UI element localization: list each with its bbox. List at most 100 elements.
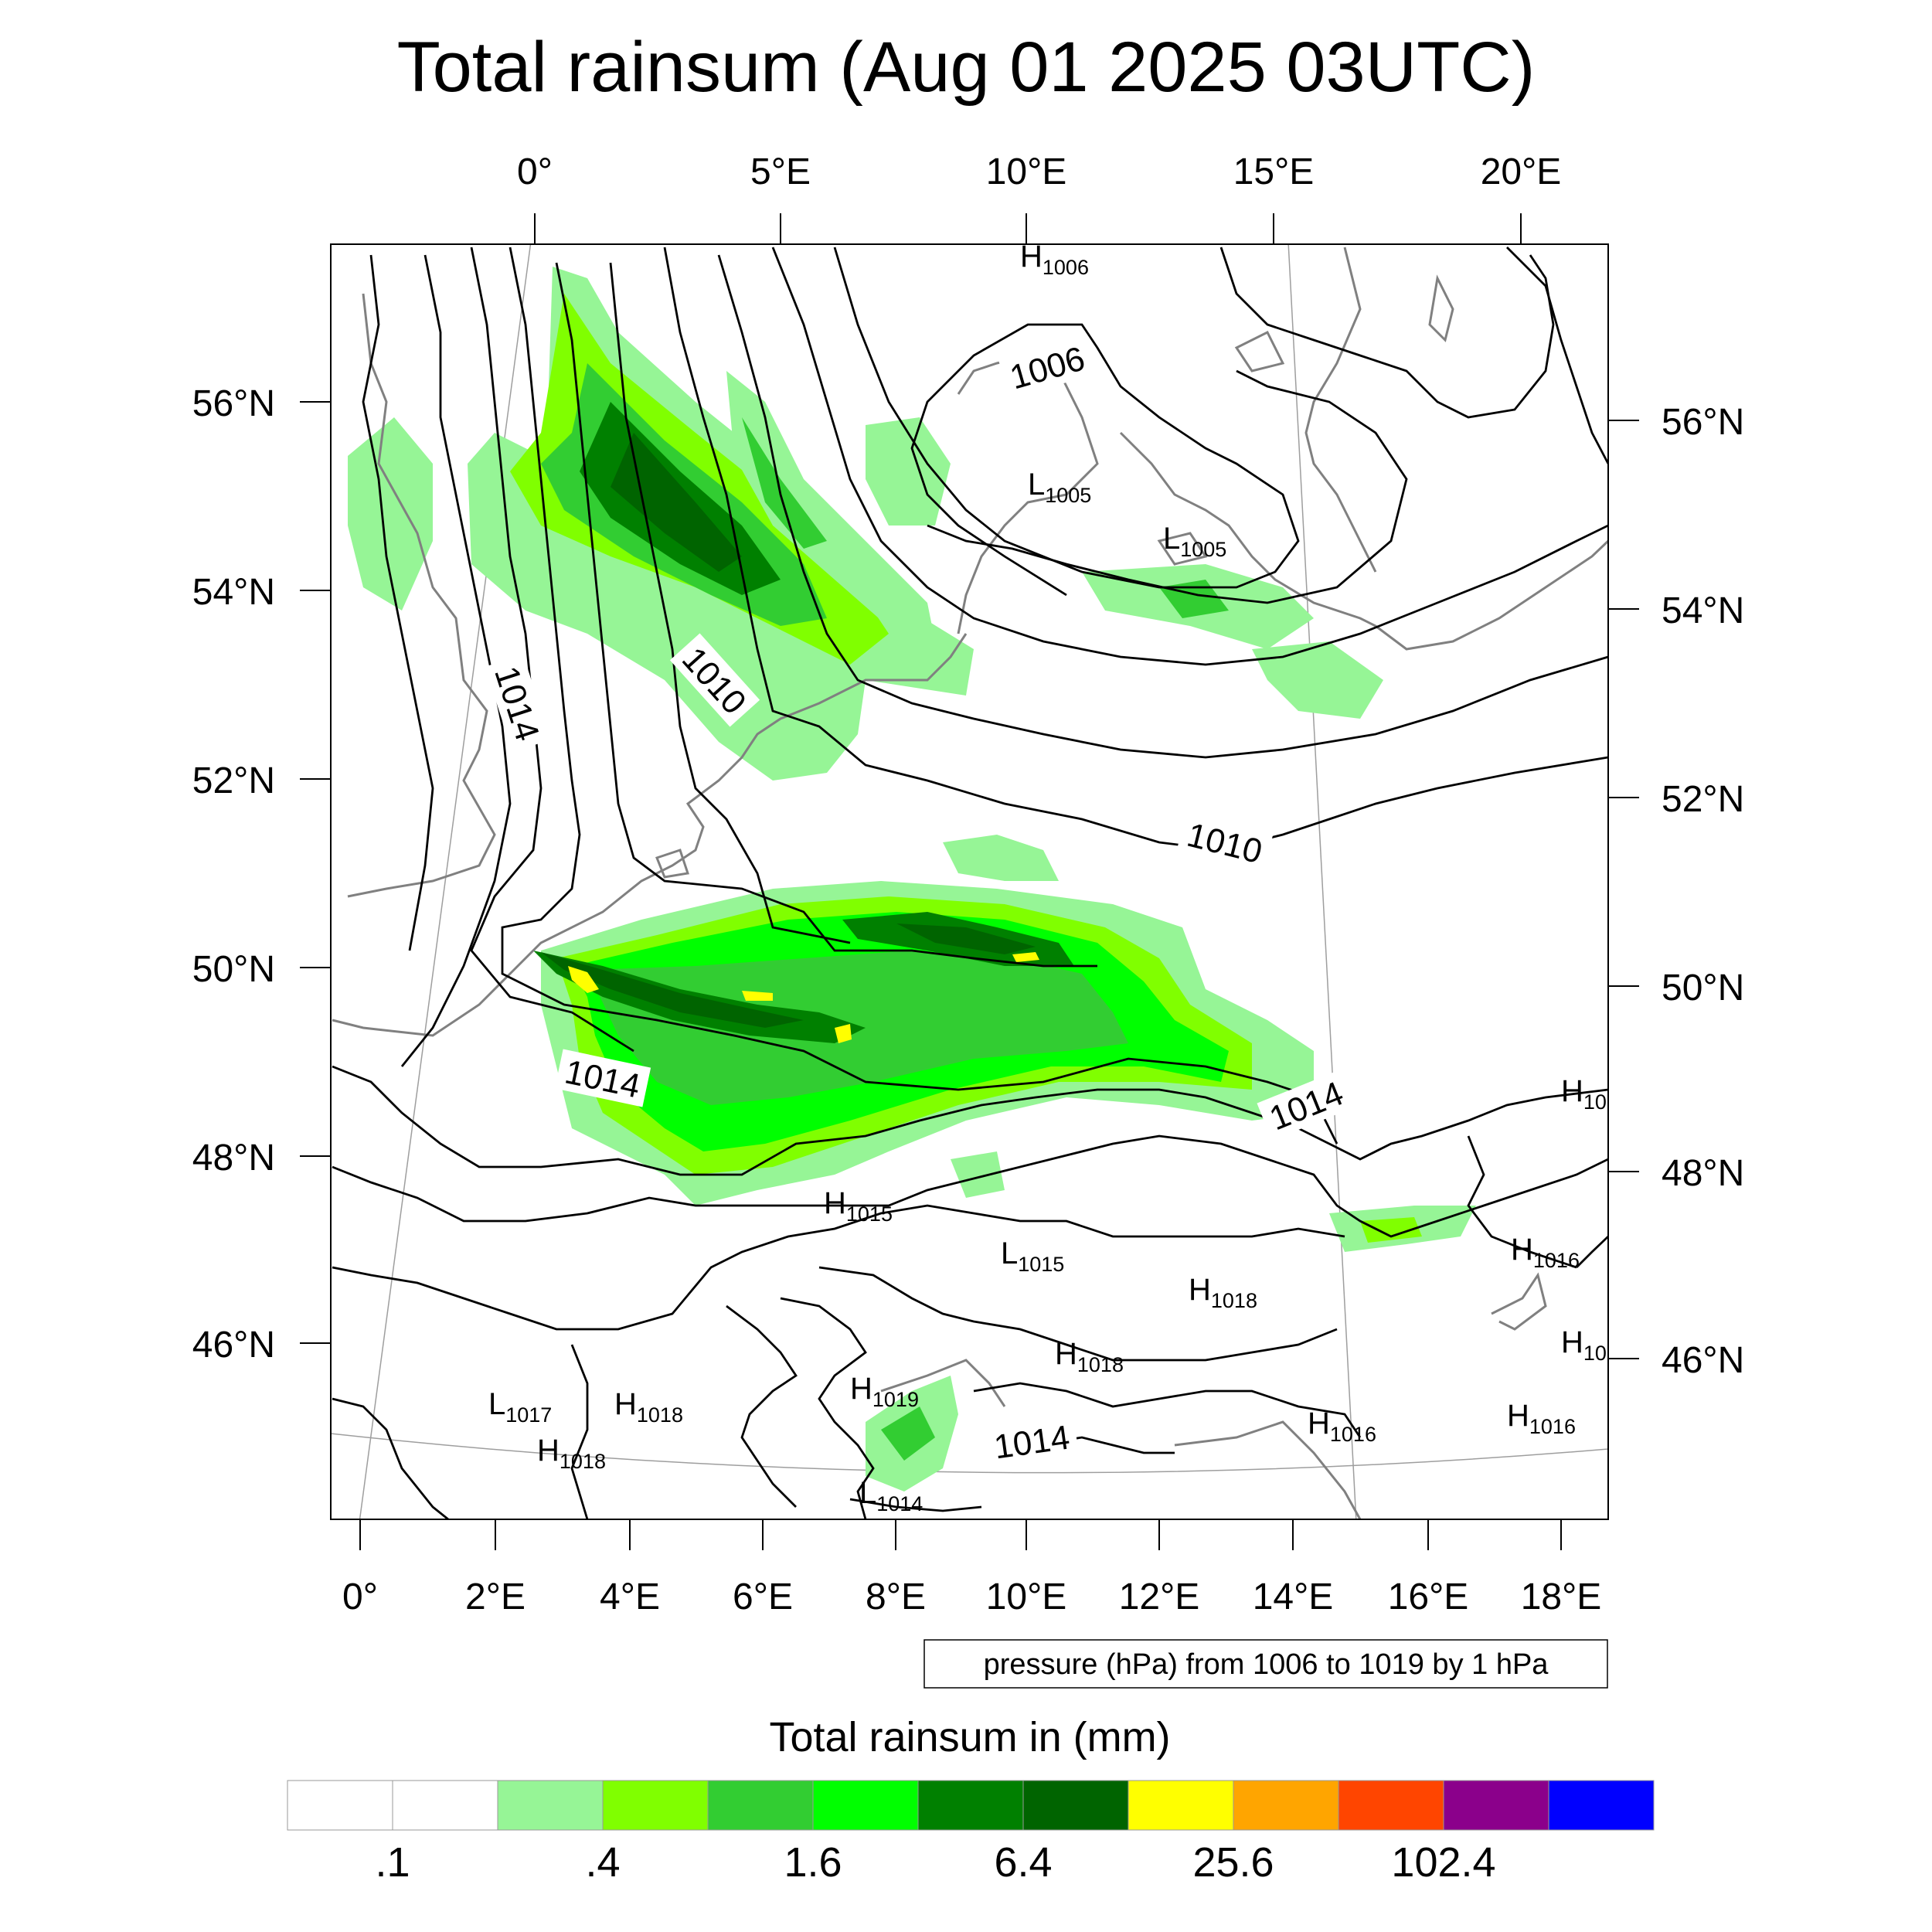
top-axis-labels: 0° 5°E 10°E 15°E 20°E (517, 151, 1561, 192)
rain-area (742, 991, 773, 1001)
top-lon-label: 15°E (1233, 151, 1315, 192)
pressure-center: H1018 (1055, 1337, 1124, 1376)
bottom-lon-label: 18°E (1521, 1577, 1602, 1617)
pressure-center: H1016 (1507, 1399, 1576, 1438)
top-lon-label: 0° (517, 151, 553, 192)
bottom-lon-label: 2°E (465, 1577, 526, 1617)
pressure-center: H1019 (850, 1372, 919, 1411)
pressure-center: H1015 (824, 1186, 893, 1226)
top-axis (534, 213, 1522, 244)
isobars (332, 247, 1608, 1519)
right-lat-label: 50°N (1662, 968, 1744, 1009)
rain-area (1012, 952, 1039, 962)
colorbar-label: .4 (585, 1839, 620, 1886)
rain-area (866, 417, 951, 526)
colorbar-label: .1 (375, 1839, 410, 1886)
right-lat-label: 52°N (1662, 779, 1744, 820)
rain-area (943, 835, 1059, 881)
right-axis (1608, 420, 1639, 1359)
colorbar-label: 25.6 (1192, 1839, 1274, 1886)
right-lat-label: 56°N (1662, 402, 1744, 443)
map-area: 1006 1010 1014 1010 1014 1014 (331, 240, 1618, 1519)
bottom-lon-label: 6°E (733, 1577, 793, 1617)
pressure-center: H1018 (537, 1434, 606, 1473)
contour-label: 1006 (1006, 339, 1090, 396)
pressure-center: L1005 (1028, 468, 1091, 507)
colorbar-title: Total rainsum in (mm) (769, 1714, 1170, 1760)
rain-area (896, 923, 1036, 954)
top-lon-label: 10°E (986, 151, 1067, 192)
bottom-lon-label: 16°E (1388, 1577, 1469, 1617)
colorbar-swatch (1233, 1780, 1339, 1831)
left-lat-label: 56°N (192, 383, 275, 424)
rain-area (835, 1024, 852, 1043)
right-lat-label: 54°N (1662, 590, 1744, 631)
rain-area (951, 1151, 1005, 1198)
right-lat-label: 46°N (1662, 1340, 1744, 1381)
rain-area (541, 952, 804, 1028)
map-frame (330, 243, 1609, 1520)
pressure-center: H1018 (614, 1387, 683, 1427)
colorbar (287, 1780, 1655, 1831)
bottom-lon-label: 14°E (1253, 1577, 1334, 1617)
colorbar-swatch (1128, 1780, 1234, 1831)
pressure-center: H1016 (1308, 1406, 1376, 1446)
bottom-lon-label: 8°E (866, 1577, 926, 1617)
pressure-center: H1018 (1189, 1273, 1257, 1312)
pressure-centers: H1006 L1005 L1005 H10 H1015 L1015 H1018 … (488, 240, 1618, 1515)
right-lat-label: 48°N (1662, 1153, 1744, 1194)
colorbar-swatch (497, 1780, 604, 1831)
pressure-center: H10 (1561, 1074, 1607, 1114)
colorbar-swatch (812, 1780, 919, 1831)
bottom-axis (359, 1519, 1562, 1550)
colorbar-swatch (1548, 1780, 1655, 1831)
graticule (331, 244, 1608, 1519)
left-axis-labels: 56°N 54°N 52°N 50°N 48°N 46°N (192, 383, 275, 1366)
rain-area (1360, 1217, 1422, 1243)
rain-area (348, 417, 433, 611)
left-axis (300, 401, 331, 1344)
colorbar-swatch (917, 1780, 1024, 1831)
left-lat-label: 50°N (192, 949, 275, 990)
rain-area (726, 371, 935, 641)
colorbar-label: 6.4 (994, 1839, 1052, 1886)
colorbar-label: 102.4 (1391, 1839, 1495, 1886)
bottom-lon-label: 10°E (986, 1577, 1067, 1617)
right-axis-labels: 56°N 54°N 52°N 50°N 48°N 46°N (1662, 402, 1744, 1381)
pressure-center: H101 (1561, 1325, 1618, 1365)
rain-area (611, 433, 742, 572)
colorbar-swatch (707, 1780, 814, 1831)
contour-info-text: pressure (hPa) from 1006 to 1019 by 1 hP… (984, 1648, 1549, 1681)
rain-area (742, 417, 827, 549)
pressure-center: L1015 (1001, 1236, 1064, 1276)
colorbar-swatch (392, 1780, 498, 1831)
pressure-center: H1006 (1020, 240, 1089, 279)
left-lat-label: 54°N (192, 572, 275, 613)
left-lat-label: 48°N (192, 1138, 275, 1179)
pressure-center: L1014 (859, 1476, 923, 1515)
top-lon-label: 20°E (1481, 151, 1562, 192)
coastlines (332, 247, 1608, 1519)
contour-info-box: pressure (hPa) from 1006 to 1019 by 1 hP… (923, 1639, 1608, 1689)
bottom-lon-label: 4°E (600, 1577, 660, 1617)
colorbar-swatch (1338, 1780, 1444, 1831)
rain-area (568, 966, 599, 993)
contour-label: 1010 (1183, 816, 1266, 871)
map-title: Total rainsum (Aug 01 2025 03UTC) (397, 28, 1536, 107)
left-lat-label: 52°N (192, 760, 275, 801)
colorbar-swatch (1443, 1780, 1549, 1831)
pressure-center: L1017 (488, 1387, 552, 1427)
pressure-center: L1005 (1163, 522, 1226, 561)
pressure-center: H1016 (1511, 1233, 1580, 1272)
bottom-axis-labels: 0° 2°E 4°E 6°E 8°E 10°E 12°E 14°E 16°E 1… (342, 1577, 1601, 1617)
rain-field (348, 267, 1476, 1492)
colorbar-labels: .1 .4 1.6 6.4 25.6 102.4 (375, 1839, 1495, 1886)
colorbar-label: 1.6 (784, 1839, 842, 1886)
bottom-lon-label: 0° (342, 1577, 378, 1617)
bottom-lon-label: 12°E (1119, 1577, 1200, 1617)
rain-area (1252, 641, 1383, 719)
colorbar-swatch (602, 1780, 709, 1831)
colorbar-swatch (1022, 1780, 1129, 1831)
rain-area (881, 1406, 935, 1461)
